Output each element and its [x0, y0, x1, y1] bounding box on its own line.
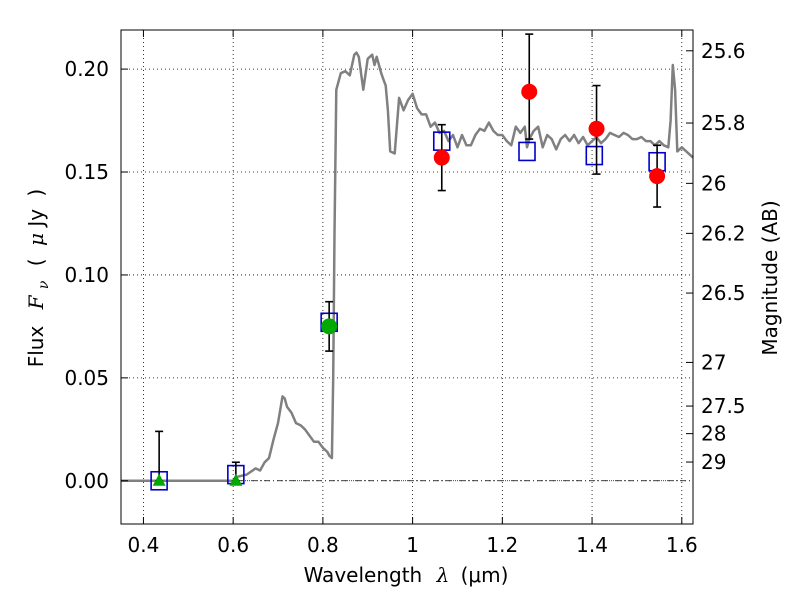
y-tick-label-4: 0.20: [64, 57, 109, 81]
y-tick-label-3: 0.15: [64, 160, 109, 184]
x-axis-ticks: 0.4 0.6 0.8 1 1.2 1.4 1.6: [128, 30, 698, 557]
model-flux-boxes: [150, 131, 666, 491]
right-tick-label-2: 26: [701, 171, 726, 195]
right-tick-label-1: 25.8: [701, 111, 746, 135]
model-box-5: [585, 145, 604, 166]
sed-model-curve: [121, 51, 694, 483]
right-tick-label-3: 26.2: [701, 221, 746, 245]
right-tick-label-0: 25.6: [701, 39, 746, 63]
x-tick-label-6: 1.6: [666, 533, 698, 557]
x-tick-label-0: 0.4: [128, 533, 160, 557]
x-tick-label-5: 1.4: [576, 533, 608, 557]
x-tick-label-4: 1.2: [486, 533, 518, 557]
y-tick-label-2: 0.10: [64, 263, 109, 287]
right-tick-label-5: 27: [701, 350, 726, 374]
observed-points: [152, 83, 666, 486]
model-box-4: [518, 141, 536, 162]
red-point-0: [433, 149, 450, 166]
red-point-1: [521, 83, 538, 100]
right-tick-label-8: 29: [701, 450, 726, 474]
y-tick-label-1: 0.05: [64, 366, 109, 390]
red-point-2: [588, 120, 605, 137]
right-tick-label-4: 26.5: [701, 281, 746, 305]
right-tick-label-7: 28: [701, 422, 726, 446]
right-axis-label: Magnitude (AB): [758, 200, 782, 355]
y-tick-label-0: 0.00: [64, 469, 109, 493]
red-point-3: [649, 168, 666, 185]
x-axis-label: Wavelength λ (μm): [304, 563, 509, 587]
green-triangle-0: [152, 473, 166, 486]
x-tick-label-2: 0.8: [307, 533, 339, 557]
green-point-0: [321, 318, 338, 335]
y-axis-ticks: 0.00 0.05 0.10 0.15 0.20: [64, 57, 128, 493]
right-axis-ticks: 25.6 25.8 26 26.2 26.5 27 27.5 28 29: [686, 39, 746, 474]
x-tick-label-1: 0.6: [217, 533, 249, 557]
x-tick-label-3: 1: [406, 533, 419, 557]
green-triangle-1: [229, 473, 243, 486]
plot-frame: [120, 29, 694, 525]
y-axis-label: Flux F ν ( μ Jy ): [24, 189, 53, 368]
right-tick-label-6: 27.5: [701, 394, 746, 418]
grid-lines: [121, 30, 693, 524]
